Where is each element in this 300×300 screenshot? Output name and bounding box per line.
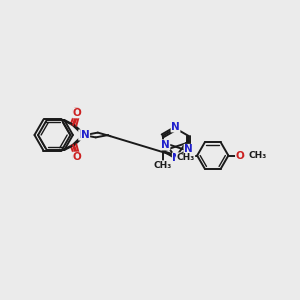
- Text: O: O: [71, 153, 80, 163]
- Text: CH₃: CH₃: [176, 153, 195, 162]
- Text: CH₃: CH₃: [153, 161, 172, 170]
- Text: N: N: [161, 140, 170, 150]
- Text: N: N: [172, 153, 181, 163]
- Text: N: N: [171, 122, 180, 132]
- Text: N: N: [184, 144, 193, 154]
- Text: CH₃: CH₃: [248, 151, 266, 160]
- Text: N: N: [79, 130, 88, 140]
- Text: O: O: [71, 107, 80, 117]
- Text: N: N: [81, 130, 90, 140]
- Text: O: O: [236, 151, 244, 160]
- Text: O: O: [73, 108, 81, 118]
- Text: O: O: [73, 152, 81, 162]
